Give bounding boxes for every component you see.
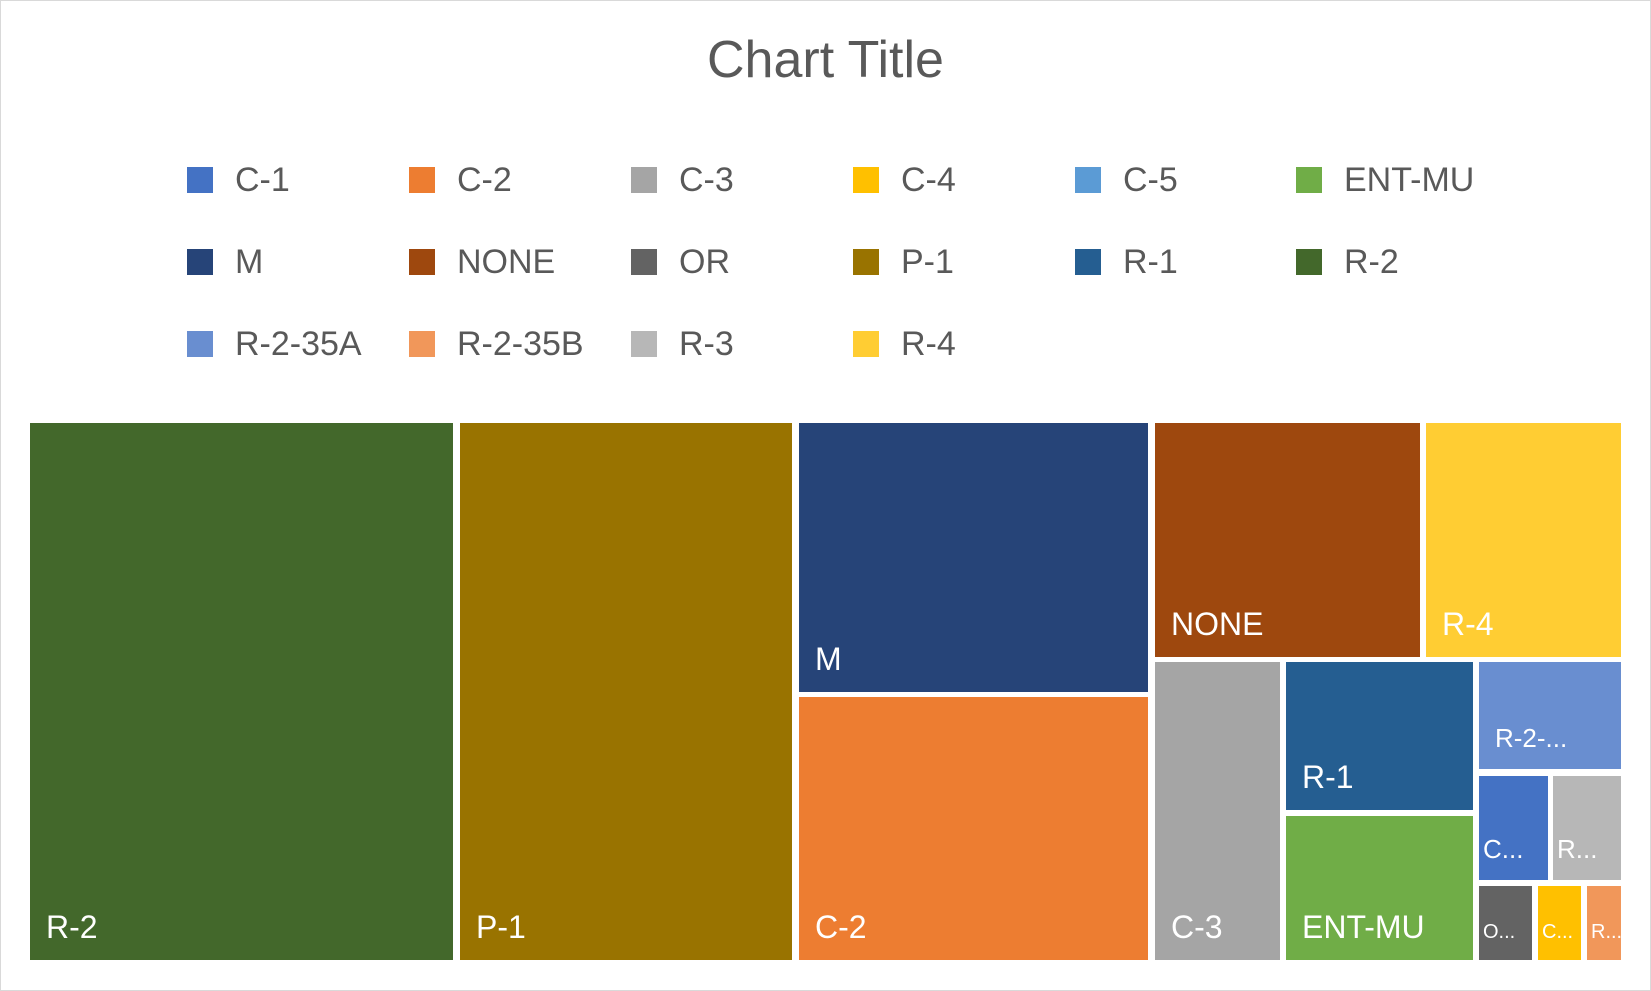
legend-swatch (1296, 167, 1322, 193)
legend-swatch (1075, 249, 1101, 275)
treemap-label: C-3 (1171, 909, 1223, 945)
legend-item-m: M (187, 242, 263, 282)
legend-label: C-2 (457, 160, 512, 199)
treemap-label: R-2 (46, 909, 98, 945)
treemap-rect (1479, 662, 1621, 769)
legend-label: C-4 (901, 160, 956, 199)
legend-label: C-3 (679, 160, 734, 199)
treemap-rect (1286, 662, 1473, 810)
legend-swatch (409, 249, 435, 275)
legend-item-c-2: C-2 (409, 160, 512, 200)
chart-title: Chart Title (707, 31, 944, 89)
legend-item-p-1: P-1 (853, 242, 954, 282)
legend-swatch (631, 167, 657, 193)
legend-item-c-3: C-3 (631, 160, 734, 200)
chart-legend: C-1 C-2 C-3 C-4 C-5 ENT-MU M NONE OR P-1 R-1 R-2 R-2… (0, 0, 1651, 380)
legend-label: ENT-MU (1344, 160, 1475, 199)
treemap-label: R-4 (1442, 606, 1494, 642)
treemap-label: R-2-... (1495, 723, 1567, 753)
treemap-rect (1155, 423, 1420, 657)
treemap-label: C... (1483, 834, 1523, 864)
treemap-rect (1587, 886, 1621, 960)
treemap-tile-r-2-35b: R... (1587, 886, 1622, 960)
treemap-rect (1479, 886, 1532, 960)
legend-swatch (187, 331, 213, 357)
legend-item-r-3: R-3 (631, 324, 734, 364)
treemap-tile-c-1: C... (1479, 776, 1548, 880)
legend-item-or: OR (631, 242, 730, 282)
treemap-tile-or: O... (1479, 886, 1532, 960)
treemap-label: M (815, 641, 842, 677)
treemap-label: C... (1542, 921, 1573, 943)
treemap-rect (1426, 423, 1621, 657)
treemap-tile-c-2: C-2 (799, 697, 1148, 960)
legend-label: C-5 (1123, 160, 1178, 199)
legend-swatch (409, 331, 435, 357)
legend-item-r-2-35a: R-2-35A (187, 324, 362, 364)
treemap-rect (1479, 776, 1548, 880)
legend-label: R-1 (1123, 242, 1178, 281)
legend-swatch (853, 167, 879, 193)
legend-swatch (631, 249, 657, 275)
legend-swatch (853, 249, 879, 275)
legend-item-c-4: C-4 (853, 160, 956, 200)
legend-swatch (1296, 249, 1322, 275)
legend-label: P-1 (901, 242, 954, 281)
treemap-label: R... (1557, 834, 1597, 864)
treemap-tile-p-1: P-1 (460, 423, 792, 960)
treemap-tile-r-2-35a: R-2-... (1479, 662, 1621, 769)
treemap-label: R-1 (1302, 759, 1354, 795)
legend-item-r-1: R-1 (1075, 242, 1178, 282)
legend-item-c-1: C-1 (187, 160, 290, 200)
treemap-rect (460, 423, 792, 960)
legend-swatch (187, 167, 213, 193)
legend-label: R-2-35A (235, 324, 362, 363)
legend-item-ent-mu: ENT-MU (1296, 160, 1474, 200)
treemap-rect (30, 423, 453, 960)
treemap-tile-ent-mu: ENT-MU (1286, 816, 1473, 960)
legend-swatch (853, 331, 879, 357)
legend-label: R-2 (1344, 242, 1399, 281)
treemap-tile-c-3: C-3 (1155, 662, 1280, 960)
treemap-label: O... (1483, 921, 1515, 943)
treemap-label: P-1 (476, 909, 526, 945)
treemap-label: C-2 (815, 909, 867, 945)
treemap-rect (1553, 776, 1621, 880)
legend-item-r-2: R-2 (1296, 242, 1399, 282)
treemap-tile-r-3: R... (1553, 776, 1621, 880)
legend-label: R-4 (901, 324, 956, 363)
legend-swatch (631, 331, 657, 357)
treemap-tile-m: M (799, 423, 1148, 692)
treemap-rect (1538, 886, 1581, 960)
treemap-tile-r-1: R-1 (1286, 662, 1473, 810)
legend-label: C-1 (235, 160, 290, 199)
legend-label: R-3 (679, 324, 734, 363)
treemap-label: R... (1591, 921, 1622, 943)
treemap-label: NONE (1171, 606, 1263, 642)
treemap-tile-none: NONE (1155, 423, 1420, 657)
legend-item-c-5: C-5 (1075, 160, 1178, 200)
legend-swatch (1075, 167, 1101, 193)
treemap-tile-r-2: R-2 (30, 423, 453, 960)
legend-label: R-2-35B (457, 324, 584, 363)
legend-label: M (235, 242, 264, 281)
legend-item-r-4: R-4 (853, 324, 956, 364)
treemap-rect (1155, 662, 1280, 960)
legend-swatch (187, 249, 213, 275)
treemap-rect (1286, 816, 1473, 960)
treemap-rect (799, 423, 1148, 692)
treemap-tile-c-4: C... (1538, 886, 1581, 960)
legend-label: OR (679, 242, 730, 281)
legend-label: NONE (457, 242, 556, 281)
treemap-label: ENT-MU (1302, 909, 1425, 945)
treemap-tile-r-4: R-4 (1426, 423, 1621, 657)
legend-swatch (409, 167, 435, 193)
legend-item-r-2-35b: R-2-35B (409, 324, 584, 364)
treemap-rect (799, 697, 1148, 960)
legend-item-none: NONE (409, 242, 555, 282)
